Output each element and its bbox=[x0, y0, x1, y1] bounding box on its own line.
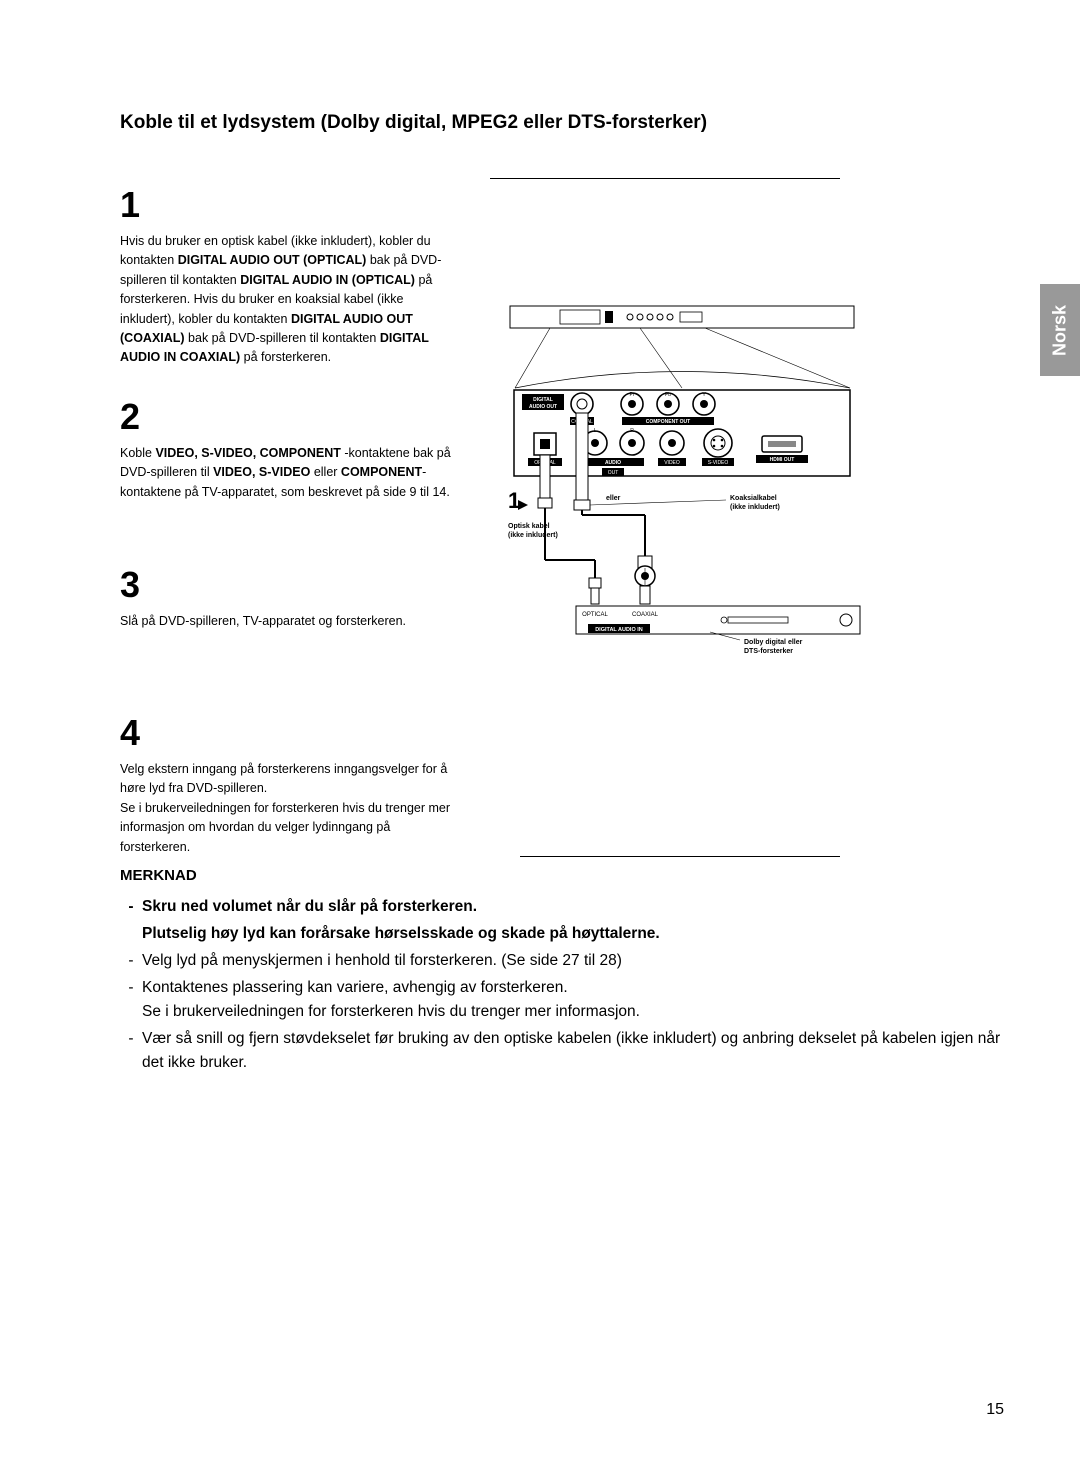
note-item: - Vær så snill og fjern støvdekselet før… bbox=[120, 1027, 1010, 1075]
text: Se i brukerveiledningen for forsterkeren… bbox=[142, 1003, 640, 1020]
text: Skru ned volumet når du slår på forsterk… bbox=[142, 895, 477, 919]
step-body: Slå på DVD-spilleren, TV-apparatet og fo… bbox=[120, 612, 460, 631]
step-number: 4 bbox=[120, 712, 460, 754]
svg-text:Pb: Pb bbox=[665, 392, 671, 398]
diagram-top-rule bbox=[490, 178, 840, 179]
step-1: 1 Hvis du bruker en optisk kabel (ikke i… bbox=[120, 184, 460, 368]
text: bak på DVD-spilleren til kontakten bbox=[185, 331, 380, 345]
language-tab: Norsk bbox=[1040, 284, 1080, 376]
step-number: 3 bbox=[120, 564, 460, 606]
label-audio: AUDIO bbox=[605, 460, 621, 466]
step-body: Velg ekstern inngang på forsterkerens in… bbox=[120, 760, 460, 857]
text: Velg lyd på menyskjermen i henhold til f… bbox=[142, 949, 622, 973]
note-item-bold: Plutselig høy lyd kan forårsake hørselss… bbox=[120, 922, 1010, 946]
svg-text:Pr: Pr bbox=[630, 392, 635, 398]
label-ikke-ink2: (ikke inkludert) bbox=[508, 532, 558, 539]
label-svideo: S-VIDEO bbox=[708, 460, 729, 466]
label-eller: eller bbox=[606, 495, 621, 502]
page-number: 15 bbox=[986, 1401, 1004, 1419]
label-digital: DIGITAL bbox=[533, 397, 553, 403]
text-bold: DIGITAL AUDIO OUT (OPTICAL) bbox=[178, 253, 367, 267]
connection-diagram: DIGITAL AUDIO OUT COAXIAL COMPONENT OUT … bbox=[500, 300, 864, 675]
label-ikke-ink: (ikke inkludert) bbox=[730, 504, 780, 511]
text: Se i brukerveiledningen for forsterkeren… bbox=[120, 801, 450, 854]
svg-text:L: L bbox=[594, 428, 597, 434]
note-title: MERKNAD bbox=[120, 864, 1010, 887]
text: Velg ekstern inngang på forsterkerens in… bbox=[120, 762, 447, 795]
note-item: - Kontaktenes plassering kan variere, av… bbox=[120, 976, 1010, 1024]
note-item: - Velg lyd på menyskjermen i henhold til… bbox=[120, 949, 1010, 973]
label-component-out: COMPONENT OUT bbox=[646, 419, 690, 425]
dash: - bbox=[120, 976, 142, 1024]
label-koaksial: Koaksialkabel bbox=[730, 495, 777, 502]
dash: - bbox=[120, 949, 142, 973]
label-digital-audio-in: DIGITAL AUDIO IN bbox=[595, 627, 643, 633]
dash: - bbox=[120, 895, 142, 919]
label-dts: DTS-forsterker bbox=[744, 648, 793, 655]
label-video: VIDEO bbox=[664, 460, 680, 466]
step-number: 1 bbox=[120, 184, 460, 226]
diagram-svg: DIGITAL AUDIO OUT COAXIAL COMPONENT OUT … bbox=[500, 300, 864, 670]
note-item-bold: - Skru ned volumet når du slår på forste… bbox=[120, 895, 1010, 919]
text: eller bbox=[310, 465, 341, 479]
step-body: Hvis du bruker en optisk kabel (ikke ink… bbox=[120, 232, 460, 368]
text: Plutselig høy lyd kan forårsake hørselss… bbox=[142, 922, 660, 946]
text: Koble bbox=[120, 446, 155, 460]
step-4: 4 Velg ekstern inngang på forsterkerens … bbox=[120, 712, 460, 857]
label-dolby: Dolby digital eller bbox=[744, 639, 803, 646]
text-bold: DIGITAL AUDIO IN (OPTICAL) bbox=[240, 273, 415, 287]
label-audio-out: AUDIO OUT bbox=[529, 404, 557, 410]
label-optisk: Optisk kabel bbox=[508, 523, 550, 530]
dash: - bbox=[120, 1027, 142, 1075]
text-bold: COMPONENT bbox=[341, 465, 422, 479]
text: Vær så snill og fjern støvdekselet før b… bbox=[142, 1027, 1010, 1075]
label-optical2: OPTICAL bbox=[582, 612, 608, 618]
label-hdmi-out: HDMI OUT bbox=[770, 457, 795, 463]
text: Kontaktenes plassering kan variere, avhe… bbox=[142, 979, 568, 996]
text: på forsterkeren. bbox=[240, 350, 331, 364]
label-out: OUT bbox=[608, 470, 619, 476]
svg-text:R: R bbox=[630, 428, 634, 434]
note-block: MERKNAD - Skru ned volumet når du slår p… bbox=[120, 864, 1010, 1078]
diagram-bottom-rule bbox=[520, 856, 840, 857]
step-2: 2 Koble VIDEO, S-VIDEO, COMPONENT -konta… bbox=[120, 396, 460, 502]
dash bbox=[120, 922, 142, 946]
step-3: 3 Slå på DVD-spilleren, TV-apparatet og … bbox=[120, 564, 460, 631]
label-coaxial2: COAXIAL bbox=[632, 612, 659, 618]
step-body: Koble VIDEO, S-VIDEO, COMPONENT -kontakt… bbox=[120, 444, 460, 502]
page-title: Koble til et lydsystem (Dolby digital, M… bbox=[120, 112, 707, 134]
text-bold: VIDEO, S-VIDEO, COMPONENT bbox=[155, 446, 340, 460]
step-number: 2 bbox=[120, 396, 460, 438]
text-bold: VIDEO, S-VIDEO bbox=[213, 465, 310, 479]
